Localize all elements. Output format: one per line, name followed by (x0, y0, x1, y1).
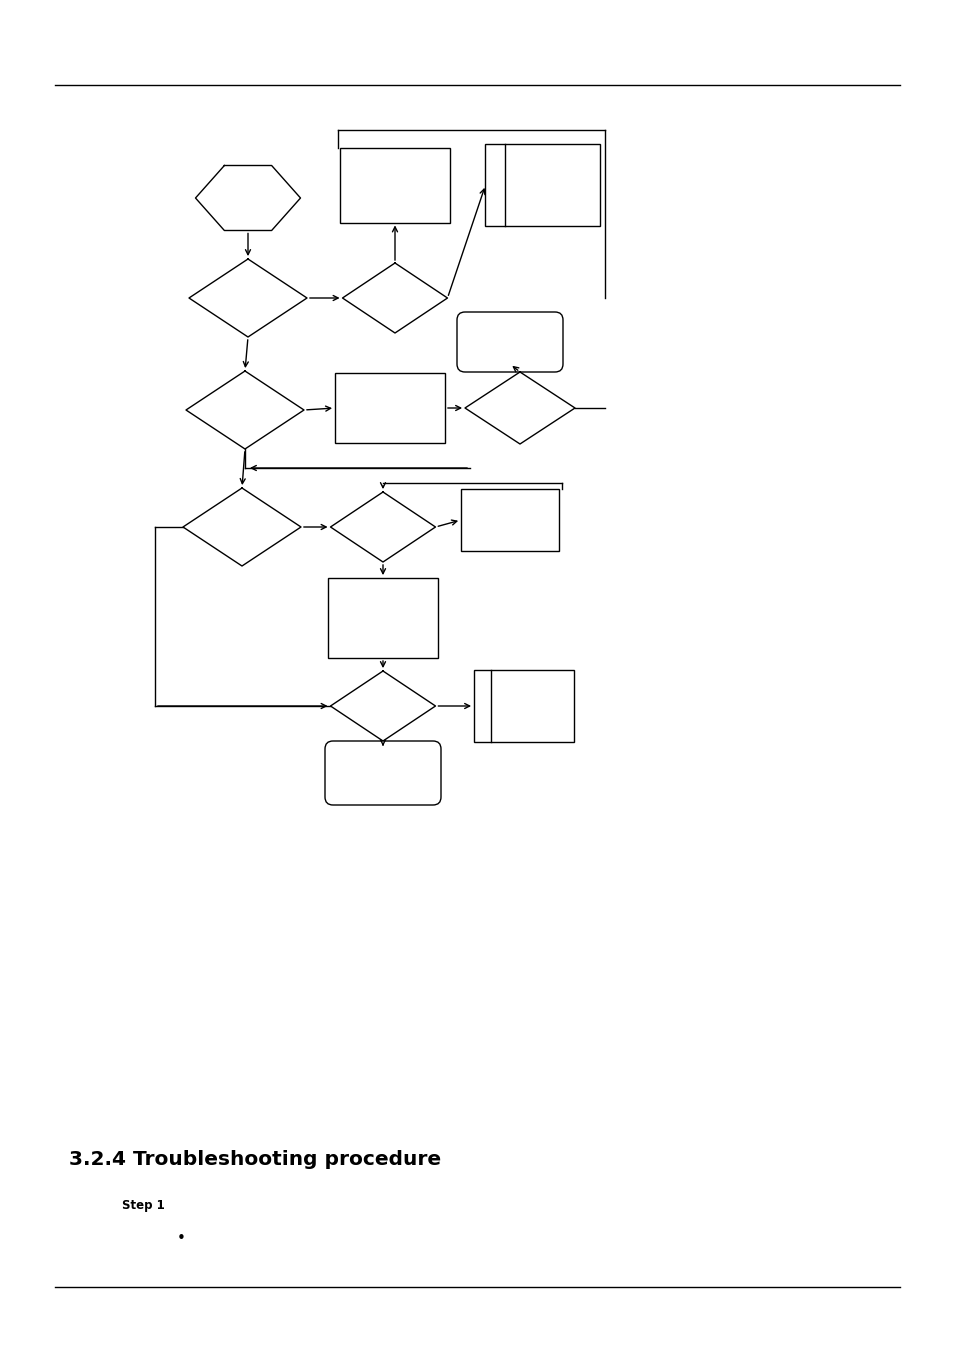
FancyBboxPatch shape (456, 312, 562, 373)
Bar (460, 489, 558, 551)
Text: •: • (176, 1231, 185, 1246)
Bar (485, 144, 599, 225)
Bar (339, 147, 450, 223)
Bar (335, 373, 444, 443)
FancyBboxPatch shape (325, 741, 440, 805)
Text: Step 1: Step 1 (122, 1199, 165, 1212)
Bar (328, 578, 437, 657)
Text: 3.2.4 Troubleshooting procedure: 3.2.4 Troubleshooting procedure (69, 1150, 440, 1169)
Bar (474, 670, 574, 743)
